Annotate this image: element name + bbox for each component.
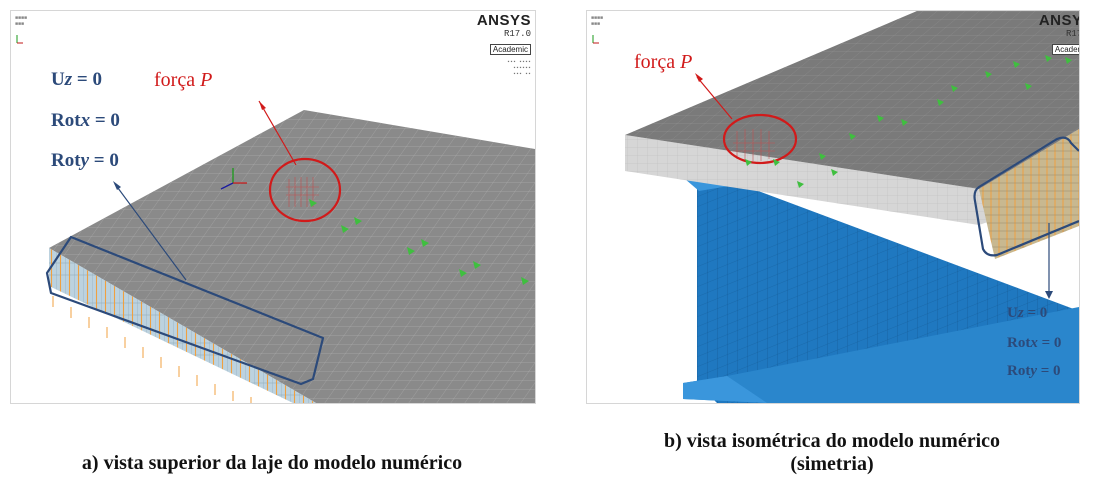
corner-metadata: ■■■■ ■■■ <box>591 15 604 27</box>
force-application-zone <box>268 157 342 223</box>
load-markers <box>745 55 1072 188</box>
force-leader-arrow <box>258 100 297 166</box>
slab-front-face <box>625 135 979 225</box>
panel-b-model-drawing <box>592 11 1079 403</box>
force-application-zone <box>722 113 798 165</box>
corner-metadata: ■■■■ ■■■ <box>15 15 28 27</box>
label-uz-b: Uz = 0 <box>1007 305 1048 321</box>
ansys-logo-b: ANSYS R17.0 Academic <box>1038 12 1079 57</box>
coordinate-triad-icon <box>220 168 247 190</box>
ansys-release: R17.0 <box>1065 29 1079 39</box>
caption-b-line1: b) vista isométrica do modelo numérico <box>663 430 1001 452</box>
panel-a-model-drawing <box>16 35 535 403</box>
ansys-release: R17.0 <box>503 29 531 39</box>
label-rotx-b: Rotx = 0 <box>1007 335 1062 351</box>
force-label-a: força P <box>154 69 213 91</box>
label-rotx-a: Rotx = 0 <box>51 110 120 131</box>
load-markers <box>309 199 529 285</box>
constraint-highlight-box <box>45 235 325 386</box>
ansys-badge: Academic <box>1051 44 1079 55</box>
label-roty-b: Roty = 0 <box>1007 363 1061 379</box>
panel-a-top-view: ■■■■ ■■■ ANSYS R17.0 Academic ▪▪▪ ▪▪▪▪ ▪▪▪… <box>10 10 536 404</box>
constraint-highlight-box <box>973 136 1079 257</box>
caption-a: a) vista superior da laje do modelo numé… <box>81 452 463 474</box>
constraint-leader-arrow <box>114 183 187 281</box>
force-leader-arrow <box>696 76 733 120</box>
ansys-name: ANSYS <box>476 12 531 29</box>
panel-b-isometric-view: ■■■■■■■ ANSYS R17.0 Academic força P Uz … <box>586 10 1080 404</box>
constrained-end-face <box>979 129 1079 259</box>
caption-b: b) vista isométrica do modelo numérico (… <box>586 430 1078 476</box>
force-label-b: força P <box>634 51 693 73</box>
ansys-logo-a: ANSYS R17.0 Academic ▪▪▪ ▪▪▪▪ ▪▪▪▪▪▪ ▪▪▪ ▪… <box>476 12 531 77</box>
caption-b-line2: (simetria) <box>790 453 874 475</box>
label-uz-a: Uz = 0 <box>51 69 102 90</box>
ansys-name: ANSYS <box>1038 12 1079 29</box>
steel-bottom-flange <box>683 307 1079 403</box>
ansys-badge: Academic <box>489 44 531 55</box>
label-roty-a: Roty = 0 <box>51 150 119 171</box>
